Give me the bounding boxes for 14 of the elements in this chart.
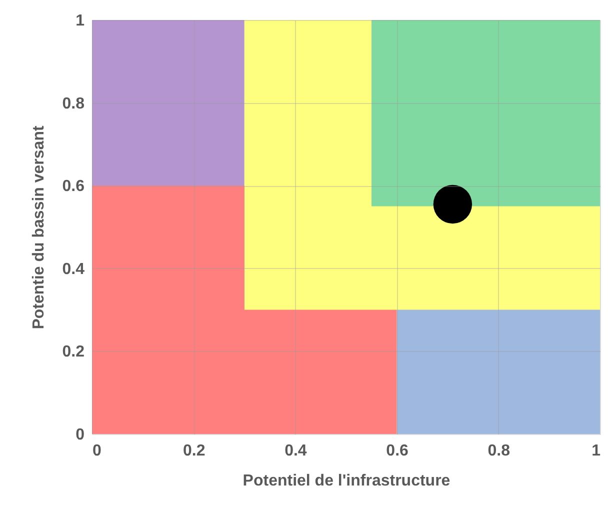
y-tick-label: 0.8 (62, 95, 85, 112)
x-tick-label: 0.8 (488, 442, 510, 460)
x-axis-title: Potentiel de l'infrastructure (242, 472, 450, 490)
y-tick-label: 0.6 (62, 178, 85, 196)
x-tick-label: 1 (592, 442, 601, 460)
y-tick-label: 1 (76, 12, 85, 30)
y-tick-label: 0 (76, 426, 85, 444)
x-tick-label: 0.2 (182, 442, 206, 460)
x-tick-label: 0 (92, 442, 102, 460)
y-tick-label: 0.4 (62, 260, 85, 278)
x-tick-label: 0.4 (284, 442, 307, 460)
x-tick-label: 0.6 (386, 442, 409, 460)
y-axis-title: Potentie du bassin versant (30, 125, 48, 330)
y-tick-label: 0.2 (62, 344, 85, 361)
